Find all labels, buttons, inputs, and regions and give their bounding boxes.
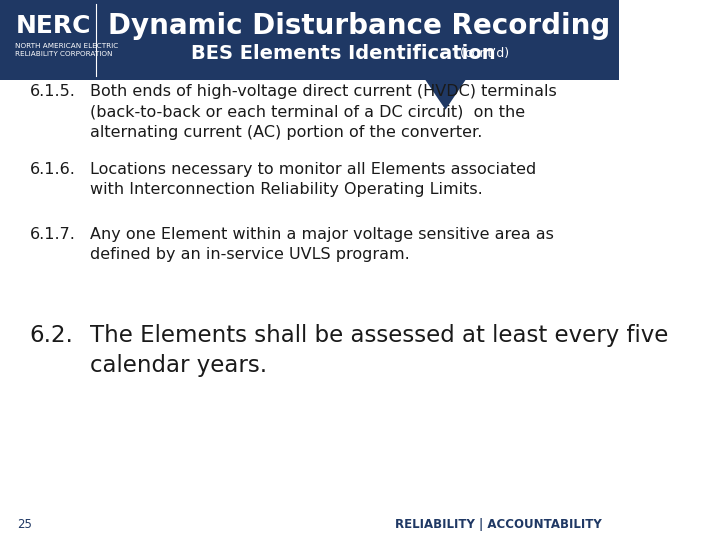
Polygon shape bbox=[426, 80, 466, 110]
Text: (cont’d): (cont’d) bbox=[456, 47, 509, 60]
Text: Any one Element within a major voltage sensitive area as
defined by an in-servic: Any one Element within a major voltage s… bbox=[90, 227, 554, 262]
Text: 6.2.: 6.2. bbox=[30, 324, 73, 347]
Text: 6.1.7.: 6.1.7. bbox=[30, 227, 76, 242]
Text: RELIABILITY CORPORATION: RELIABILITY CORPORATION bbox=[15, 51, 113, 57]
Text: 6.1.6.: 6.1.6. bbox=[30, 162, 76, 177]
Text: 25: 25 bbox=[17, 518, 32, 531]
Text: NERC: NERC bbox=[15, 15, 91, 38]
Text: The Elements shall be assessed at least every five
calendar years.: The Elements shall be assessed at least … bbox=[90, 324, 668, 377]
Text: 6.1.5.: 6.1.5. bbox=[30, 84, 76, 99]
Text: NORTH AMERICAN ELECTRIC: NORTH AMERICAN ELECTRIC bbox=[15, 43, 119, 50]
Text: Both ends of high-voltage direct current (HVDC) terminals
(back-to-back or each : Both ends of high-voltage direct current… bbox=[90, 84, 557, 139]
FancyBboxPatch shape bbox=[0, 0, 618, 80]
Text: Dynamic Disturbance Recording: Dynamic Disturbance Recording bbox=[108, 12, 610, 40]
Text: RELIABILITY | ACCOUNTABILITY: RELIABILITY | ACCOUNTABILITY bbox=[395, 518, 601, 531]
Text: Locations necessary to monitor all Elements associated
with Interconnection Reli: Locations necessary to monitor all Eleme… bbox=[90, 162, 536, 198]
Text: BES Elements Identification: BES Elements Identification bbox=[191, 44, 495, 63]
